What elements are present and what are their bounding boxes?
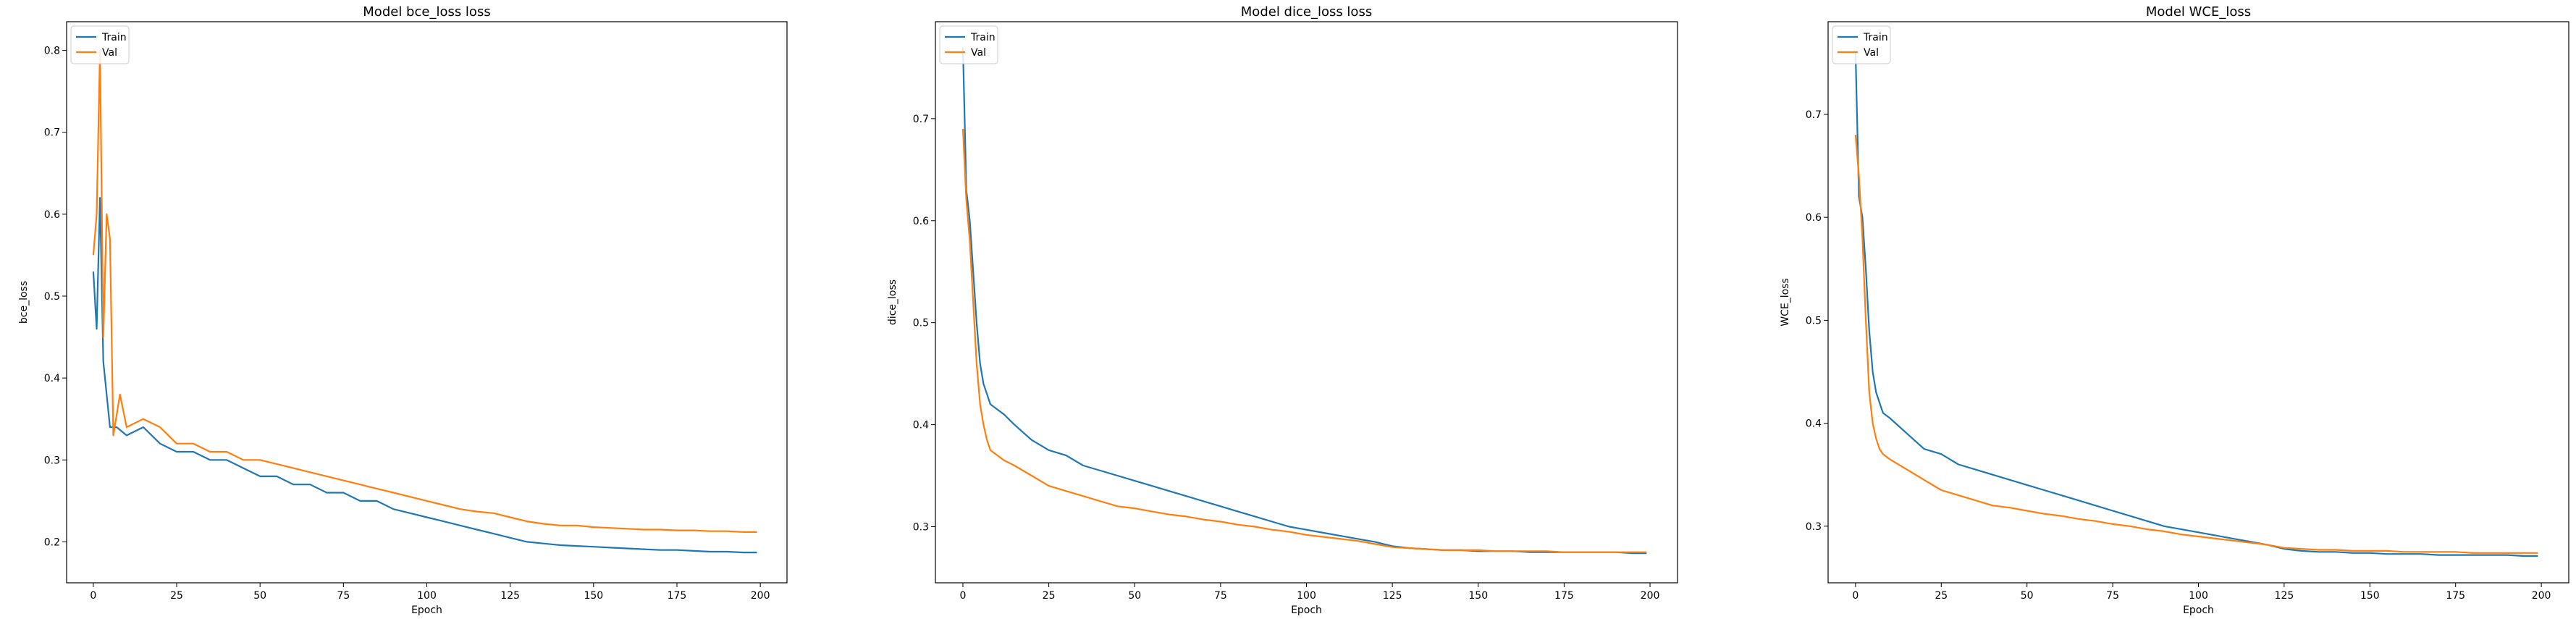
x-tick-label: 125 (500, 590, 520, 602)
y-tick-label: 0.5 (913, 318, 929, 329)
legend-box (939, 25, 998, 64)
x-tick-label: 75 (2106, 590, 2119, 602)
x-tick-label: 0 (960, 590, 967, 602)
x-tick-label: 75 (337, 590, 350, 602)
legend-box (1832, 25, 1891, 64)
x-tick-label: 200 (1641, 590, 1660, 602)
chart-title: Model dice_loss loss (1241, 4, 1372, 20)
x-tick-label: 0 (90, 590, 96, 602)
x-tick-label: 175 (1554, 590, 1574, 602)
x-tick-label: 150 (1468, 590, 1488, 602)
y-tick-label: 0.3 (1806, 521, 1822, 533)
y-axis-label: dice_loss (887, 279, 898, 325)
x-tick-label: 100 (2189, 590, 2208, 602)
x-tick-label: 200 (751, 590, 770, 602)
plot-frame (66, 21, 788, 584)
y-tick-label: 0.7 (913, 114, 929, 125)
x-tick-label: 200 (2532, 590, 2551, 602)
legend-label-val: Val (971, 47, 986, 59)
legend-label-train: Train (970, 32, 996, 43)
legend-label-val: Val (102, 47, 117, 59)
y-tick-label: 0.7 (1806, 109, 1822, 121)
series-line-val (961, 128, 1647, 553)
y-tick-label: 0.6 (44, 209, 60, 221)
x-tick-label: 50 (1128, 590, 1141, 602)
y-tick-label: 0.4 (913, 420, 929, 431)
x-tick-label: 75 (1214, 590, 1227, 602)
x-tick-label: 25 (1935, 590, 1948, 602)
series-line-val (92, 49, 757, 533)
y-tick-label: 0.2 (44, 536, 60, 548)
y-tick-label: 0.5 (1806, 315, 1822, 327)
chart-panel-2: Model dice_loss loss 0 25 50 75 100 125 150 175 2… (887, 4, 1678, 616)
x-tick-label: 25 (170, 590, 183, 602)
y-tick-label: 0.6 (913, 216, 929, 227)
x-tick-label: 125 (2275, 590, 2294, 602)
x-tick-label: 175 (2446, 590, 2465, 602)
x-tick-label: 100 (1297, 590, 1316, 602)
legend: Train Val (939, 25, 998, 64)
y-tick-label: 0.3 (913, 522, 929, 534)
y-tick-label: 0.3 (44, 455, 60, 466)
series-line-train (1854, 52, 2538, 557)
x-tick-label: 0 (1852, 590, 1859, 602)
legend: Train Val (1832, 25, 1891, 64)
legend: Train Val (70, 25, 130, 64)
x-tick-label: 50 (253, 590, 266, 602)
x-axis-label: Epoch (2183, 605, 2214, 616)
legend-label-train: Train (101, 32, 127, 43)
plot-frame (935, 21, 1678, 584)
y-tick-label: 0.4 (44, 373, 60, 384)
y-tick-label: 0.6 (1806, 212, 1822, 224)
x-tick-label: 150 (2360, 590, 2380, 602)
y-tick-label: 0.7 (44, 127, 60, 139)
y-tick-label: 0.8 (44, 46, 60, 57)
x-tick-label: 175 (668, 590, 687, 602)
y-axis-label: bce_loss (18, 281, 30, 324)
y-tick-label: 0.4 (1806, 418, 1822, 430)
chart-panel-1: Model bce_loss loss 0 25 50 75 100 125 150 175 20… (18, 4, 788, 616)
legend-label-train: Train (1863, 32, 1888, 43)
chart-title: Model WCE_loss (2146, 4, 2251, 20)
legend-label-val: Val (1864, 47, 1879, 59)
chart-panel-3: Model WCE_loss 0 25 50 75 100 125 150 175 200 0.3 0… (1780, 4, 2569, 616)
x-tick-label: 100 (417, 590, 437, 602)
legend-box (70, 25, 130, 64)
series-line-train (961, 47, 1647, 555)
y-axis-label: WCE_loss (1780, 278, 1791, 327)
y-tick-label: 0.5 (44, 291, 60, 303)
series-line-train (92, 197, 757, 554)
x-tick-label: 150 (584, 590, 603, 602)
plot-frame (1827, 21, 2569, 584)
x-axis-label: Epoch (411, 605, 442, 616)
x-axis-label: Epoch (1291, 605, 1322, 616)
x-tick-label: 25 (1043, 590, 1056, 602)
x-tick-label: 50 (2021, 590, 2034, 602)
chart-title: Model bce_loss loss (363, 4, 490, 20)
series-line-val (1854, 135, 2538, 554)
x-tick-label: 125 (1383, 590, 1402, 602)
